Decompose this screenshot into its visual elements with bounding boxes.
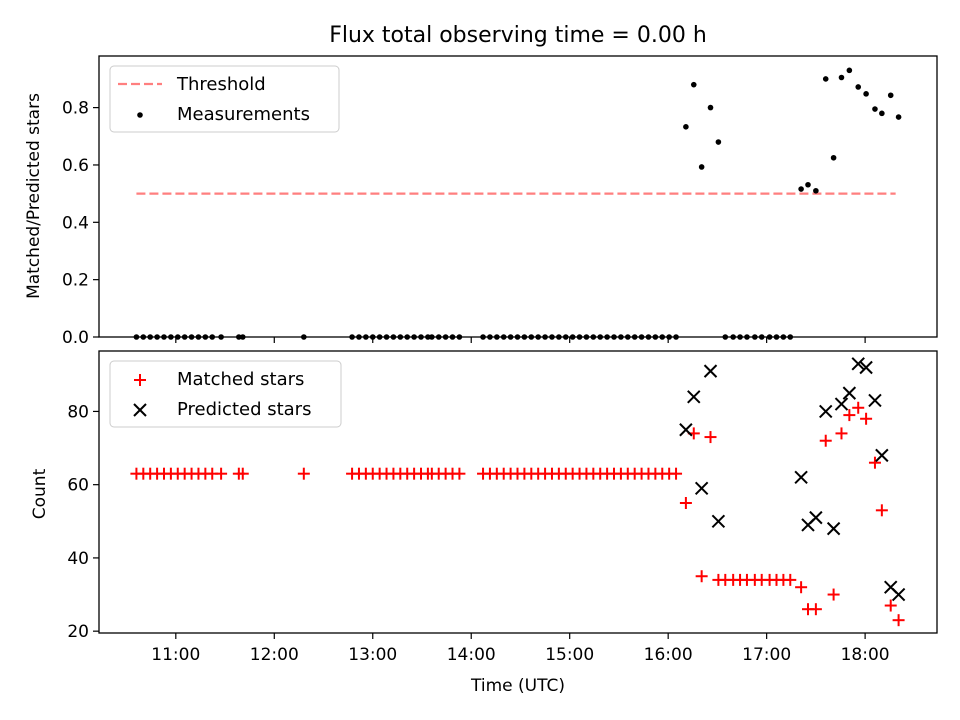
y-tick-label: 60 [67, 476, 89, 496]
matched-stars-point [843, 409, 856, 422]
x-tick-label: 15:00 [545, 645, 594, 665]
x-tick-label: 16:00 [644, 645, 693, 665]
predicted-stars-point [694, 481, 709, 496]
legend-predicted-swatch [133, 403, 147, 417]
matched-stars-point [835, 427, 848, 440]
measurement-point [683, 124, 689, 130]
y-tick-label: 0.6 [62, 156, 89, 176]
legend-box [109, 360, 342, 428]
matched-stars-point [215, 467, 228, 480]
matched-stars-point [695, 570, 708, 583]
predicted-stars-point [875, 448, 889, 463]
predicted-stars-point [809, 510, 823, 525]
y-tick-label: 80 [67, 402, 89, 422]
predicted-stars-point [679, 423, 693, 437]
matched-stars-point [236, 467, 249, 480]
measurement-point [715, 139, 722, 145]
count-panel-frame [98, 350, 938, 634]
x-tick-label: 12:00 [250, 645, 299, 665]
x-tick-label: 13:00 [348, 645, 397, 665]
y-tick-label: 40 [67, 549, 89, 569]
predicted-stars-point [851, 357, 865, 371]
predicted-stars-point [711, 514, 726, 529]
legend-measurements-label: Measurements [177, 104, 310, 125]
predicted-stars-point [794, 470, 808, 485]
x-tick-label: 18:00 [841, 645, 890, 665]
matched-stars-point [868, 456, 881, 469]
matched-stars-point [453, 467, 466, 480]
predicted-stars-point [819, 404, 833, 419]
count-panel-legend: Matched stars Predicted stars [109, 360, 342, 428]
legend-threshold-label: Threshold [176, 74, 266, 95]
ratio-panel-frame [98, 55, 938, 338]
matched-stars-point [892, 614, 905, 627]
matched-stars-point [852, 401, 865, 414]
y-tick-label: 0.8 [62, 99, 89, 119]
ratio-panel-ylabel: Matched/Predicted stars [24, 93, 44, 299]
measurement-point [805, 181, 811, 188]
measurement-point [846, 67, 853, 74]
predicted-stars-point [826, 521, 841, 536]
matched-stars-point [679, 496, 692, 509]
predicted-stars-point [703, 364, 718, 378]
matched-stars-point [795, 581, 808, 594]
x-tick-label: 17:00 [742, 645, 791, 665]
measurement-point [822, 76, 829, 82]
measurement-point [813, 187, 819, 194]
legend-box [109, 65, 340, 133]
count-panel: Count 20 40 60 80 11:00 12:00 13:00 14:00 15:00 1… [30, 350, 938, 665]
matched-stars-point [809, 603, 822, 616]
measurement-point [895, 114, 902, 120]
x-tick-label: 11:00 [151, 645, 200, 665]
predicted-stars-point [859, 360, 873, 375]
predicted-stars-point [842, 386, 857, 400]
measurement-point [855, 84, 862, 90]
measurement-point [798, 186, 804, 192]
measurement-point [707, 104, 714, 111]
predicted-stars-point [891, 587, 906, 602]
ratio-panel: Matched/Predicted stars 0.00.20.40.60.8 … [24, 55, 938, 348]
ratio-panel-legend: Threshold Measurements [109, 65, 340, 133]
x-axis-label: Time (UTC) [470, 676, 565, 696]
matched-stars-point [860, 412, 873, 425]
y-tick-label: 0.0 [62, 328, 89, 348]
measurement-point [863, 91, 869, 97]
predicted-stars-point [687, 390, 701, 404]
y-tick-label: 0.2 [62, 271, 89, 291]
measurement-point [690, 81, 697, 88]
matched-stars-point [819, 434, 832, 447]
legend-predicted-label: Predicted stars [177, 399, 311, 420]
count-panel-ylabel: Count [30, 468, 50, 519]
legend-measurements-swatch [137, 112, 143, 118]
measurement-point [879, 110, 885, 117]
measurement-point [838, 74, 845, 81]
predicted-stars-point [834, 397, 849, 411]
measurement-point [872, 106, 878, 112]
y-tick-label: 20 [67, 622, 89, 642]
matched-stars-point [704, 431, 717, 444]
matched-stars-point [297, 467, 310, 480]
legend-matched-swatch [134, 374, 146, 386]
predicted-stars-point [868, 393, 882, 408]
matched-stars-point [884, 599, 897, 612]
chart-title: Flux total observing time = 0.00 h [329, 23, 707, 48]
x-tick-label: 14:00 [447, 645, 496, 665]
measurement-point [698, 164, 705, 170]
matched-stars-point [827, 588, 840, 601]
matched-stars-point [875, 504, 888, 517]
matched-stars-point [670, 467, 683, 480]
measurement-point [887, 92, 894, 99]
legend-matched-label: Matched stars [177, 369, 304, 390]
matched-stars-point [784, 573, 797, 586]
measurement-point [830, 154, 837, 161]
y-tick-label: 0.4 [62, 213, 89, 233]
